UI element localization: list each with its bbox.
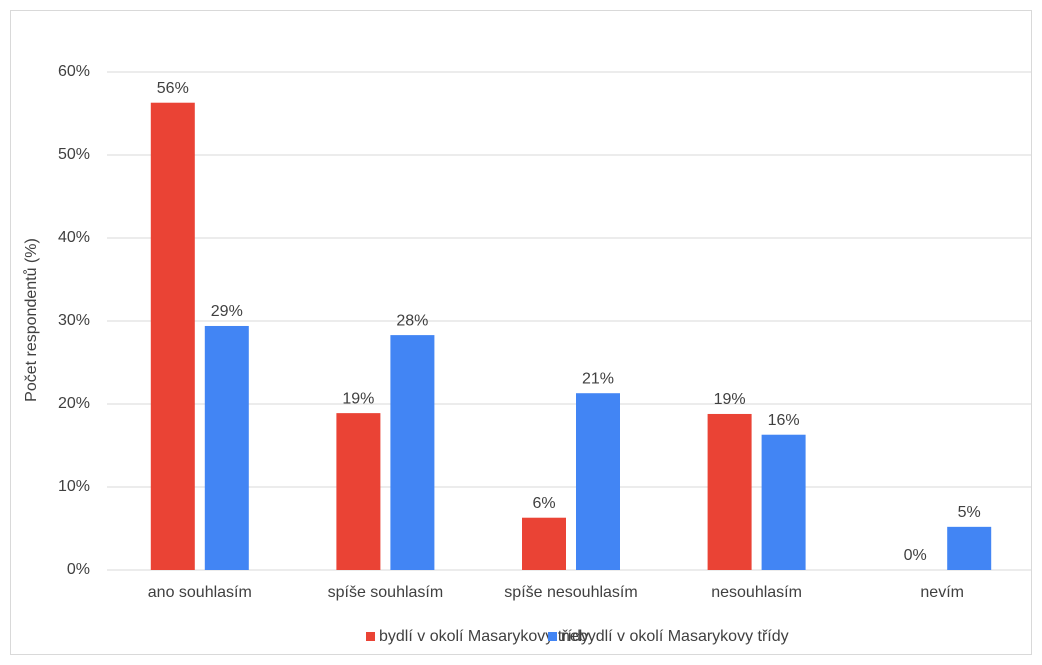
data-label: 56% <box>157 80 189 97</box>
bar <box>522 517 566 570</box>
data-label: 6% <box>532 495 555 512</box>
legend-label: bydlí v okolí Masarykovy třídy <box>379 628 589 645</box>
bar <box>150 102 195 571</box>
y-tick-label: 50% <box>58 146 90 163</box>
data-label: 21% <box>582 370 614 387</box>
data-label: 19% <box>714 391 746 408</box>
data-label: 29% <box>211 303 243 320</box>
legend-swatch <box>366 632 375 641</box>
x-tick-label: spíše souhlasím <box>328 584 444 601</box>
bar <box>204 325 249 570</box>
data-label: 19% <box>342 390 374 407</box>
y-tick-label: 60% <box>58 63 90 80</box>
legend-swatch <box>548 632 557 641</box>
y-tick-label: 40% <box>58 229 90 246</box>
y-tick-label: 10% <box>58 478 90 495</box>
y-tick-label: 20% <box>58 395 90 412</box>
data-label: 0% <box>904 547 927 564</box>
legend-label: nebydlí v okolí Masarykovy třídy <box>561 628 789 645</box>
bar <box>761 434 806 570</box>
x-tick-label: nesouhlasím <box>711 584 802 601</box>
bar <box>947 526 992 570</box>
data-label: 28% <box>396 312 428 329</box>
data-label: 16% <box>768 412 800 429</box>
y-axis-title: Počet respondentů (%) <box>22 238 40 402</box>
x-tick-label: ano souhlasím <box>148 584 252 601</box>
bar <box>707 413 752 570</box>
x-tick-label: nevím <box>920 584 964 601</box>
bar <box>390 335 435 570</box>
y-tick-label: 0% <box>67 561 90 578</box>
y-tick-label: 30% <box>58 312 90 329</box>
x-tick-label: spíše nesouhlasím <box>504 584 637 601</box>
data-label: 5% <box>958 504 981 521</box>
bar <box>576 393 620 570</box>
bar <box>336 413 381 570</box>
